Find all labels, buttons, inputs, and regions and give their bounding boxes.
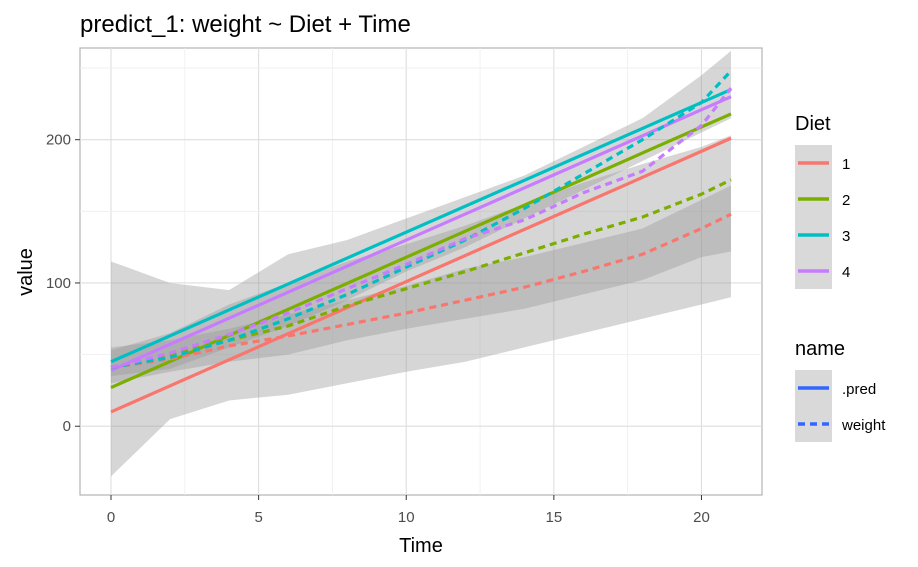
- series-lines: [110, 69, 733, 414]
- x-tick-label: 5: [254, 509, 262, 526]
- x-tick-label: 0: [107, 509, 115, 526]
- legend-entry-label: 4: [842, 264, 850, 281]
- plot-panel: [79, 47, 763, 496]
- y-tick-label: 0: [63, 418, 71, 435]
- x-tick-label: 15: [546, 509, 563, 526]
- grid: [80, 48, 762, 495]
- series-line-diet-3-weight: [110, 69, 733, 370]
- x-axis-label: Time: [399, 535, 443, 557]
- legend-entry-label: 2: [842, 192, 850, 209]
- x-tick-label: 20: [693, 509, 710, 526]
- series-line-diet-1-weight: [110, 212, 732, 370]
- y-tick-label: 200: [46, 132, 71, 149]
- series-line-diet-4-weight: [110, 87, 733, 370]
- series-line-diet-1-pred: [110, 136, 732, 414]
- legend-title: Diet: [795, 113, 831, 135]
- y-tick-label: 100: [46, 275, 71, 292]
- y-axis-label: value: [15, 248, 37, 296]
- x-axis-ticks: 0 5 10 15 20: [107, 495, 710, 526]
- confidence-band-diet-1-weight: [111, 185, 731, 384]
- legend-entry-label: 1: [842, 156, 850, 173]
- series-line-diet-2-pred: [110, 112, 732, 390]
- series-line-diet-4-pred: [110, 95, 732, 372]
- legend-entry-label: weight: [841, 417, 886, 434]
- chart-title: predict_1: weight ~ Diet + Time: [80, 11, 411, 38]
- legend-entry-label: .pred: [842, 381, 876, 398]
- legend-entry-label: 3: [842, 228, 850, 245]
- x-tick-label: 10: [398, 509, 415, 526]
- legends: Diet 1 2 3 4 name .pred weight: [795, 113, 886, 442]
- series-line-diet-3-pred: [110, 88, 732, 364]
- legend-title: name: [795, 338, 845, 360]
- confidence-band-diet-1-pred: [111, 135, 731, 477]
- y-axis-ticks: 0 100 200: [46, 132, 80, 435]
